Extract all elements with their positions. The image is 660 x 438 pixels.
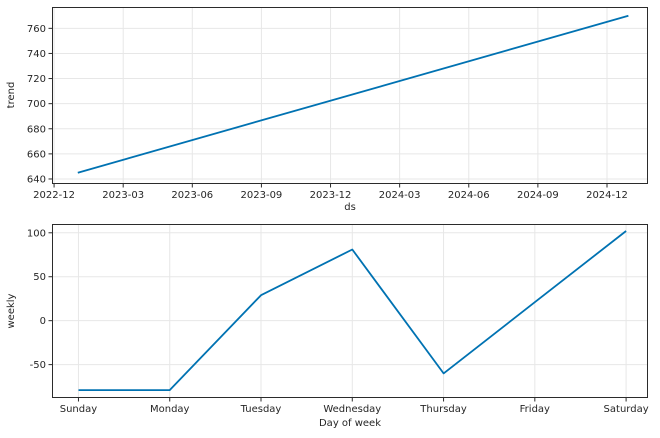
x-tick-label: 2023-12 <box>310 190 352 201</box>
y-tick-label: 50 <box>33 272 46 283</box>
y-tick-label: -50 <box>30 360 46 371</box>
trend-line <box>77 14 629 174</box>
x-tick-label: Saturday <box>604 404 649 415</box>
y-tick-label: 660 <box>27 149 46 160</box>
x-tick-label: 2023-09 <box>241 190 283 201</box>
plot-border <box>52 7 648 184</box>
x-tick-label: 2024-12 <box>586 190 628 201</box>
weekly-chart: Sunday Monday Tuesday Wednesday Thursday Frid… <box>27 224 649 415</box>
x-tick-label: Monday <box>150 404 190 415</box>
x-tick-label: 2024-06 <box>448 190 490 201</box>
plot-border <box>52 224 648 398</box>
ds-x-axis-label: ds <box>344 202 356 213</box>
y-tick-label: 700 <box>27 99 46 110</box>
weekly-y-axis-label: weekly <box>6 293 17 329</box>
trend-chart: 2022-12 2023-03 2023-06 2023-09 2023-12 2024-… <box>27 7 648 201</box>
y-tick-label: 100 <box>27 228 46 239</box>
x-tick-label: Sunday <box>60 404 97 415</box>
y-tick-label: 680 <box>27 124 46 135</box>
x-tick-label: 2024-09 <box>517 190 559 201</box>
trend-y-axis-label: trend <box>6 81 17 109</box>
x-tick-label: Wednesday <box>323 404 381 415</box>
x-tick-label: 2022-12 <box>33 190 75 201</box>
x-tick-label: Thursday <box>419 404 467 415</box>
y-tick-label: 760 <box>27 24 46 35</box>
y-tick-label: 740 <box>27 49 46 60</box>
x-tick-label: 2023-03 <box>102 190 144 201</box>
weekly-line <box>78 230 627 392</box>
x-tick-label: 2023-06 <box>171 190 213 201</box>
x-tick-label: 2024-03 <box>379 190 421 201</box>
x-tick-label: Tuesday <box>240 404 282 415</box>
x-tick-label: Friday <box>520 404 550 415</box>
y-tick-label: 640 <box>27 174 46 185</box>
y-tick-label: 0 <box>40 316 46 327</box>
day-of-week-x-axis-label: Day of week <box>318 418 382 429</box>
y-tick-label: 720 <box>27 74 46 85</box>
